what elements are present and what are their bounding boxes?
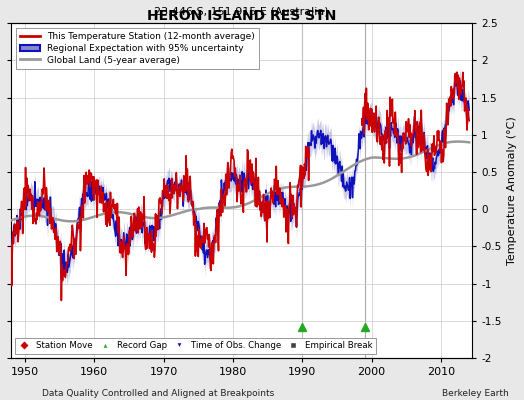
Y-axis label: Temperature Anomaly (°C): Temperature Anomaly (°C) [507,116,517,265]
Title: HERON ISLAND RES STN: HERON ISLAND RES STN [147,9,336,23]
Legend: Station Move, Record Gap, Time of Obs. Change, Empirical Break: Station Move, Record Gap, Time of Obs. C… [15,338,376,354]
Text: Data Quality Controlled and Aligned at Breakpoints: Data Quality Controlled and Aligned at B… [42,389,274,398]
Text: Berkeley Earth: Berkeley Earth [442,389,508,398]
Text: 23.446 S, 151.915 E (Australia): 23.446 S, 151.915 E (Australia) [154,6,329,16]
